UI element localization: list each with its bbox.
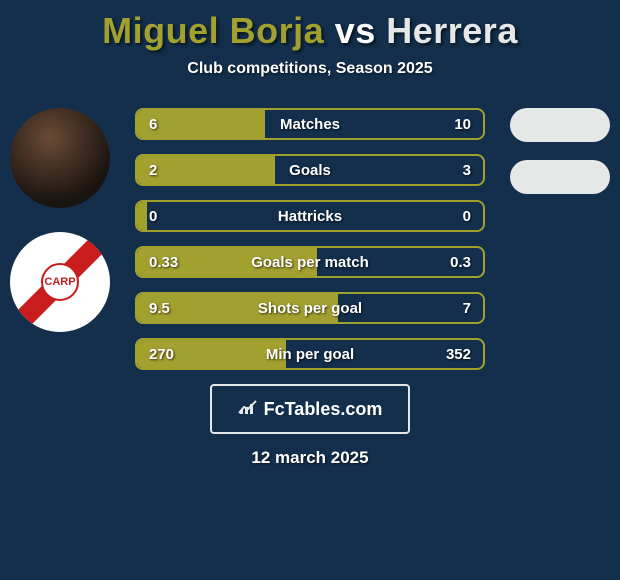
stat-value-left: 270 <box>137 346 197 363</box>
stat-value-right: 10 <box>423 116 483 133</box>
stat-label: Goals <box>197 162 423 179</box>
branding-text: FcTables.com <box>264 399 383 420</box>
infographic-container: Miguel Borja vs Herrera Club competition… <box>0 0 620 580</box>
chart-icon <box>238 399 258 420</box>
subtitle: Club competitions, Season 2025 <box>0 60 620 78</box>
stat-row: 0Hattricks0 <box>135 200 485 232</box>
stat-row: 270Min per goal352 <box>135 338 485 370</box>
stat-row: 9.5Shots per goal7 <box>135 292 485 324</box>
stat-label: Matches <box>197 116 423 133</box>
stat-value-left: 9.5 <box>137 300 197 317</box>
main-content: CARP 6Matches102Goals30Hattricks00.33Goa… <box>0 108 620 370</box>
stat-label: Hattricks <box>197 208 423 225</box>
comparison-title: Miguel Borja vs Herrera <box>0 10 620 52</box>
stat-row: 2Goals3 <box>135 154 485 186</box>
stat-value-right: 352 <box>423 346 483 363</box>
stat-value-left: 2 <box>137 162 197 179</box>
opponent-pill-1 <box>510 108 610 142</box>
stat-row: 6Matches10 <box>135 108 485 140</box>
stat-value-right: 0 <box>423 208 483 225</box>
stat-label: Goals per match <box>197 254 423 271</box>
stats-block: 6Matches102Goals30Hattricks00.33Goals pe… <box>135 108 485 370</box>
stat-value-left: 0 <box>137 208 197 225</box>
stat-label: Shots per goal <box>197 300 423 317</box>
stat-value-right: 0.3 <box>423 254 483 271</box>
opponent-pill-2 <box>510 160 610 194</box>
stat-label: Min per goal <box>197 346 423 363</box>
player2-name: Herrera <box>386 10 518 51</box>
left-avatars: CARP <box>10 108 110 356</box>
date-text: 12 march 2025 <box>0 448 620 468</box>
stat-row: 0.33Goals per match0.3 <box>135 246 485 278</box>
stat-value-right: 7 <box>423 300 483 317</box>
right-pills <box>510 108 610 212</box>
player-photo <box>10 108 110 208</box>
branding-box: FcTables.com <box>210 384 410 434</box>
stat-value-left: 6 <box>137 116 197 133</box>
player1-name: Miguel Borja <box>102 10 324 51</box>
club-logo: CARP <box>10 232 110 332</box>
stat-value-left: 0.33 <box>137 254 197 271</box>
stat-value-right: 3 <box>423 162 483 179</box>
vs-text: vs <box>335 10 376 51</box>
